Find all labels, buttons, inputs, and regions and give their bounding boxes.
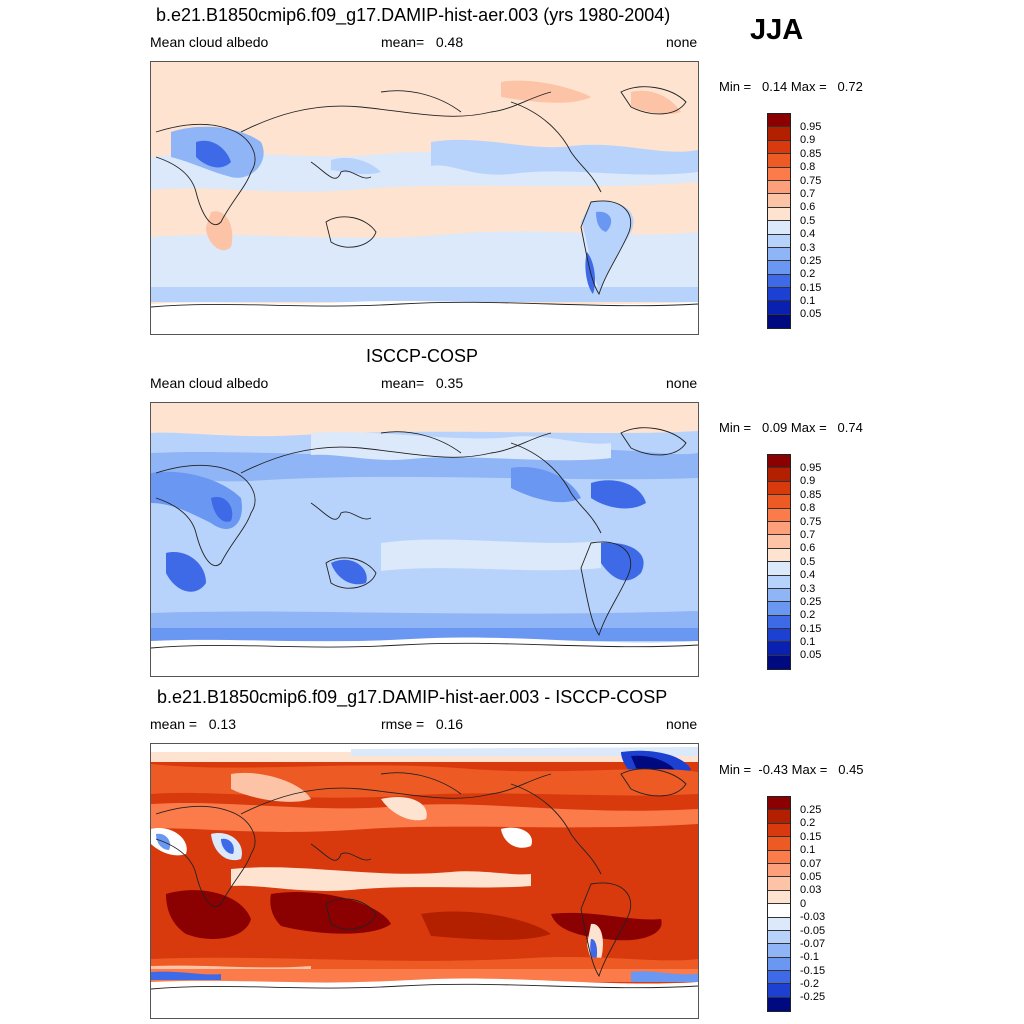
colorbar-swatch: [768, 140, 790, 155]
colorbar-swatch: [768, 194, 790, 208]
colorbar-swatch: [768, 535, 790, 549]
season-label: JJA: [750, 14, 804, 46]
colorbar-swatch: [768, 642, 790, 656]
colorbar-swatch: [768, 810, 790, 824]
panel1-units: none: [666, 34, 698, 50]
colorbar-swatch: [768, 288, 790, 302]
colorbar-swatch: [768, 890, 790, 905]
panel2-left-label: Mean cloud albedo: [150, 375, 269, 391]
colorbar-swatch: [768, 904, 790, 918]
panel1-min-max: Min = 0.14 Max = 0.72: [719, 79, 863, 94]
colorbar-swatch: [768, 823, 790, 838]
colorbar-swatch: [768, 917, 790, 931]
panel2-map: [150, 402, 699, 677]
colorbar-swatch: [768, 234, 790, 248]
colorbar-swatch: [768, 521, 790, 536]
panel1-map: [150, 61, 699, 335]
panel2-mean: mean= 0.35: [381, 375, 464, 391]
colorbar-swatch: [768, 850, 790, 864]
panel1-left-label: Mean cloud albedo: [150, 34, 269, 50]
panel3-colorbar: [767, 796, 791, 1013]
colorbar-swatch: [768, 797, 790, 811]
colorbar-swatch: [768, 455, 790, 469]
colorbar-swatch: [768, 575, 790, 589]
panel1-colorbar-labels: 0.95 0.9 0.85 0.8 0.75 0.7 0.6 0.5 0.4 0.3 0.25…: [800, 121, 822, 321]
panel1-colorbar: [767, 113, 791, 330]
colorbar-swatch: [768, 154, 790, 168]
colorbar-swatch: [768, 548, 790, 563]
colorbar-swatch: [768, 562, 790, 576]
panel2-title: ISCCP-COSP: [366, 346, 479, 366]
colorbar-swatch: [768, 984, 790, 998]
colorbar-swatch: [768, 221, 790, 235]
panel3-min-max: Min = -0.43 Max = 0.45: [719, 762, 864, 777]
colorbar-swatch: [768, 180, 790, 195]
colorbar-swatch: [768, 274, 790, 289]
panel1-mean: mean= 0.48: [381, 34, 464, 50]
colorbar-swatch: [768, 629, 790, 643]
panel3-units: none: [666, 716, 698, 732]
panel2-colorbar-labels: 0.95 0.9 0.85 0.8 0.75 0.7 0.6 0.5 0.4 0.3 0.25…: [800, 462, 822, 662]
colorbar-swatch: [768, 957, 790, 972]
colorbar-swatch: [768, 837, 790, 851]
panel3-map: [150, 743, 699, 1019]
colorbar-swatch: [768, 602, 790, 616]
panel3-mean: mean = 0.13: [150, 716, 237, 732]
colorbar-swatch: [768, 207, 790, 222]
colorbar-swatch: [768, 114, 790, 128]
panel2-colorbar: [767, 454, 791, 671]
colorbar-swatch: [768, 468, 790, 482]
colorbar-swatch: [768, 877, 790, 891]
colorbar-swatch: [768, 247, 790, 262]
colorbar-swatch: [768, 588, 790, 603]
colorbar-swatch: [768, 997, 790, 1012]
colorbar-swatch: [768, 495, 790, 509]
panel2-units: none: [666, 375, 698, 391]
panel3-title: b.e21.B1850cmip6.f09_g17.DAMIP-hist-aer.…: [157, 687, 668, 707]
colorbar-swatch: [768, 314, 790, 329]
colorbar-swatch: [768, 615, 790, 630]
panel1-title: b.e21.B1850cmip6.f09_g17.DAMIP-hist-aer.…: [156, 5, 671, 25]
colorbar-swatch: [768, 508, 790, 522]
colorbar-swatch: [768, 930, 790, 945]
colorbar-swatch: [768, 971, 790, 985]
colorbar-swatch: [768, 261, 790, 275]
colorbar-swatch: [768, 655, 790, 670]
panel3-colorbar-labels: 0.25 0.2 0.15 0.1 0.07 0.05 0.03 0 -0.03 -0.05…: [800, 804, 826, 1004]
panel2-min-max: Min = 0.09 Max = 0.74: [719, 420, 863, 435]
colorbar-swatch: [768, 944, 790, 958]
colorbar-swatch: [768, 863, 790, 878]
colorbar-swatch: [768, 127, 790, 141]
colorbar-swatch: [768, 167, 790, 181]
colorbar-swatch: [768, 301, 790, 315]
colorbar-swatch: [768, 481, 790, 496]
panel3-rmse: rmse = 0.16: [381, 716, 464, 732]
